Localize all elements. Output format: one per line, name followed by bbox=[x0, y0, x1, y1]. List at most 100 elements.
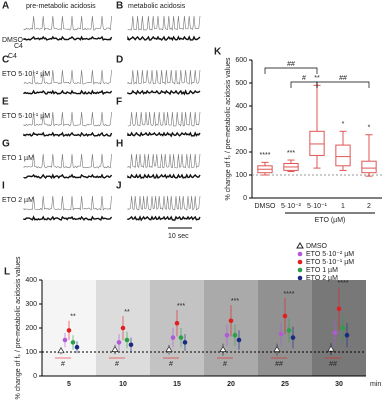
x-axis-label: min bbox=[370, 381, 381, 388]
trace-label: ETO 5·10⁻¹ µM bbox=[2, 113, 50, 120]
significance: * bbox=[368, 125, 371, 132]
significance: ** bbox=[70, 314, 76, 321]
bracket bbox=[290, 81, 318, 88]
trace bbox=[23, 69, 112, 85]
y-tick-label: 0 bbox=[33, 373, 37, 380]
panel-letter: I bbox=[2, 181, 5, 192]
hash-label: # bbox=[169, 361, 173, 368]
legend-marker bbox=[297, 275, 303, 281]
trace bbox=[23, 35, 113, 41]
legend-label: ETO 5·10⁻² µM bbox=[306, 251, 354, 258]
point bbox=[128, 342, 134, 348]
x-tick-label: 25 bbox=[281, 381, 289, 388]
panel-letter: E bbox=[2, 97, 9, 108]
panel-letter: L bbox=[4, 267, 10, 278]
point bbox=[111, 345, 119, 352]
trace bbox=[127, 131, 201, 138]
trace bbox=[23, 15, 112, 31]
y-tick-label: 300 bbox=[235, 126, 247, 133]
panel-letter: F bbox=[116, 97, 122, 108]
significance: **** bbox=[260, 152, 271, 159]
point bbox=[70, 340, 76, 345]
trace-label: ETO 2 µM bbox=[2, 197, 34, 204]
point bbox=[120, 325, 126, 331]
y-axis-label: % change of fₛ / pre-metabolic acidosis … bbox=[225, 57, 232, 201]
x-tick-label: 15 bbox=[173, 381, 181, 388]
trace-label: ETO 1 µM bbox=[2, 155, 34, 162]
trace bbox=[23, 153, 112, 169]
trace bbox=[127, 215, 201, 222]
trace bbox=[127, 69, 201, 85]
x-tick-label: 1 bbox=[341, 203, 345, 210]
legend-label: DMSO bbox=[306, 243, 328, 250]
y-tick-label: 400 bbox=[25, 277, 37, 284]
trace bbox=[127, 15, 201, 31]
y-tick-label: 300 bbox=[25, 301, 37, 308]
panel-letter: G bbox=[2, 139, 10, 150]
trace bbox=[23, 215, 113, 222]
point bbox=[116, 340, 122, 345]
trace-label: DMSO bbox=[2, 37, 24, 44]
significance: * bbox=[342, 121, 345, 128]
point bbox=[340, 325, 346, 331]
box bbox=[309, 130, 325, 156]
point bbox=[66, 328, 72, 333]
point bbox=[62, 337, 68, 343]
significance: *** bbox=[177, 303, 185, 310]
c4-label: C4 bbox=[8, 53, 17, 60]
significance: *** bbox=[231, 298, 239, 305]
trace bbox=[23, 173, 113, 180]
point bbox=[178, 335, 184, 340]
significance: ** bbox=[314, 75, 320, 82]
point bbox=[236, 337, 242, 343]
x-tick-label: 5·10⁻¹ bbox=[307, 203, 328, 210]
point bbox=[282, 313, 288, 319]
point bbox=[286, 328, 292, 333]
trace bbox=[127, 195, 201, 211]
point bbox=[290, 335, 296, 340]
point bbox=[182, 340, 188, 345]
significance: ** bbox=[124, 309, 130, 316]
point bbox=[336, 306, 342, 312]
point bbox=[124, 337, 130, 343]
panel-letter: D bbox=[116, 55, 123, 66]
x-tick-label: 5·10⁻² bbox=[281, 203, 302, 210]
panel-letter: J bbox=[116, 181, 122, 192]
legend-marker bbox=[297, 267, 303, 273]
trace bbox=[23, 111, 112, 127]
significance: *** bbox=[287, 150, 295, 157]
trace bbox=[127, 111, 201, 127]
y-tick-label: 500 bbox=[235, 80, 247, 87]
point bbox=[165, 345, 173, 352]
panel-letter: C bbox=[2, 55, 9, 66]
header: metabolic acidosis bbox=[128, 3, 186, 10]
significance: **** bbox=[338, 280, 349, 287]
bracket bbox=[264, 67, 318, 74]
box bbox=[361, 160, 377, 174]
y-tick-label: 0 bbox=[243, 195, 247, 202]
x-tick-label: 10 bbox=[119, 381, 127, 388]
y-tick-label: 600 bbox=[235, 57, 247, 64]
x-tick-label: DMSO bbox=[255, 203, 277, 210]
point bbox=[278, 331, 284, 337]
point bbox=[219, 345, 227, 352]
y-tick-label: 100 bbox=[235, 172, 247, 179]
point bbox=[332, 330, 338, 336]
x-tick-label: 5 bbox=[67, 381, 71, 388]
point bbox=[228, 318, 234, 324]
panel-letter: A bbox=[2, 1, 9, 12]
box bbox=[335, 144, 351, 167]
bracket-label: # bbox=[302, 75, 306, 82]
point bbox=[327, 345, 335, 352]
trace bbox=[23, 131, 113, 137]
y-tick-label: 400 bbox=[235, 103, 247, 110]
trace bbox=[23, 195, 112, 211]
trace bbox=[127, 89, 201, 96]
panel-letter: B bbox=[116, 1, 123, 12]
trace-label: ETO 5·10⁻² µM bbox=[2, 71, 50, 78]
x-tick-label: 20 bbox=[227, 381, 235, 388]
point bbox=[174, 320, 180, 326]
bracket bbox=[316, 81, 370, 88]
y-axis-label: % change of fₛ / pre-metabolic acidosis … bbox=[15, 256, 22, 400]
hash-label: # bbox=[61, 361, 65, 368]
